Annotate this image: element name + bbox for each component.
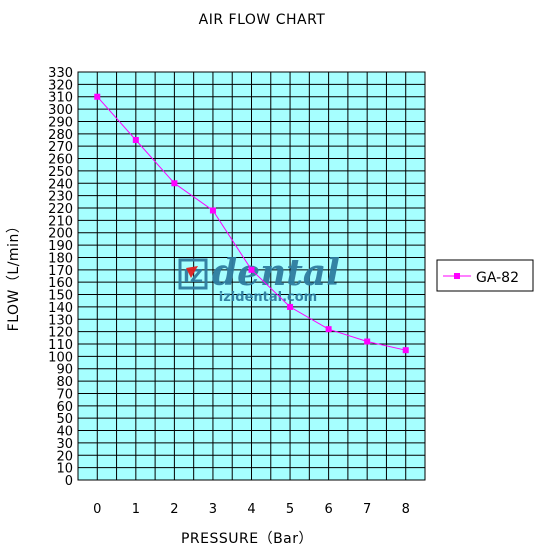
- data-point: [325, 326, 332, 333]
- y-tick-label: 110: [48, 338, 73, 353]
- x-tick-label: 8: [402, 502, 410, 517]
- y-tick-label: 20: [56, 449, 73, 464]
- y-tick-label: 90: [56, 363, 73, 378]
- x-tick-label: 4: [247, 502, 255, 517]
- y-tick-label: 220: [48, 202, 73, 217]
- x-axis-ticks: 0 1 2 3 4 5 6 7 8: [93, 502, 410, 517]
- y-tick-label: 140: [48, 301, 73, 316]
- y-tick-label: 180: [48, 251, 73, 266]
- y-tick-label: 200: [48, 227, 73, 242]
- y-tick-label: 40: [56, 425, 73, 440]
- y-tick-label: 280: [48, 128, 73, 143]
- grid-lines: [77, 71, 426, 481]
- y-tick-label: 310: [48, 91, 73, 106]
- x-tick-label: 5: [286, 502, 294, 517]
- data-point: [364, 338, 371, 345]
- y-tick-label: 0: [65, 474, 73, 489]
- y-tick-label: 290: [48, 115, 73, 130]
- data-point: [402, 347, 409, 354]
- x-tick-label: 2: [170, 502, 178, 517]
- y-tick-label: 130: [48, 313, 73, 328]
- legend-series-marker: [454, 273, 460, 279]
- y-tick-label: 10: [56, 462, 73, 477]
- chart-title: AIR FLOW CHART: [199, 12, 326, 28]
- y-axis-ticks: 0102030405060708090100110120130140150160…: [48, 66, 73, 489]
- data-point: [209, 207, 216, 214]
- y-tick-label: 270: [48, 140, 73, 155]
- y-tick-label: 230: [48, 190, 73, 205]
- data-point: [248, 266, 255, 273]
- y-tick-label: 190: [48, 239, 73, 254]
- y-tick-label: 100: [48, 350, 73, 365]
- y-tick-label: 210: [48, 214, 73, 229]
- data-point: [94, 93, 101, 100]
- y-tick-label: 150: [48, 289, 73, 304]
- watermark-url: izidental.com: [219, 290, 317, 305]
- y-tick-label: 240: [48, 177, 73, 192]
- y-tick-label: 80: [56, 375, 73, 390]
- x-tick-label: 7: [363, 502, 371, 517]
- y-tick-label: 300: [48, 103, 73, 118]
- watermark-logo: IZ dental izidental.com: [178, 252, 340, 305]
- series-layer: [94, 93, 409, 354]
- y-tick-label: 330: [48, 66, 73, 81]
- watermark-brand: dental: [212, 252, 340, 294]
- data-point: [132, 137, 139, 143]
- data-point: [171, 180, 178, 187]
- y-tick-label: 260: [48, 153, 73, 168]
- y-tick-label: 320: [48, 78, 73, 93]
- x-tick-label: 0: [93, 502, 101, 517]
- x-tick-label: 6: [324, 502, 332, 517]
- y-axis-title: FLOW（L/min）: [6, 219, 22, 332]
- y-tick-label: 50: [56, 412, 73, 427]
- x-tick-label: 3: [209, 502, 217, 517]
- legend: GA-82: [436, 259, 534, 292]
- watermark-accent-icon: [186, 266, 198, 278]
- x-axis-title: PRESSURE（Bar）: [181, 531, 313, 547]
- y-tick-label: 60: [56, 400, 73, 415]
- data-point: [287, 303, 294, 310]
- y-tick-label: 120: [48, 326, 73, 341]
- watermark-logo-frame: [178, 258, 208, 290]
- y-tick-label: 30: [56, 437, 73, 452]
- y-tick-label: 70: [56, 387, 73, 402]
- y-tick-label: 160: [48, 276, 73, 291]
- y-tick-label: 170: [48, 264, 73, 279]
- x-tick-label: 1: [132, 502, 140, 517]
- y-tick-label: 250: [48, 165, 73, 180]
- legend-series-label: GA-82: [476, 270, 519, 286]
